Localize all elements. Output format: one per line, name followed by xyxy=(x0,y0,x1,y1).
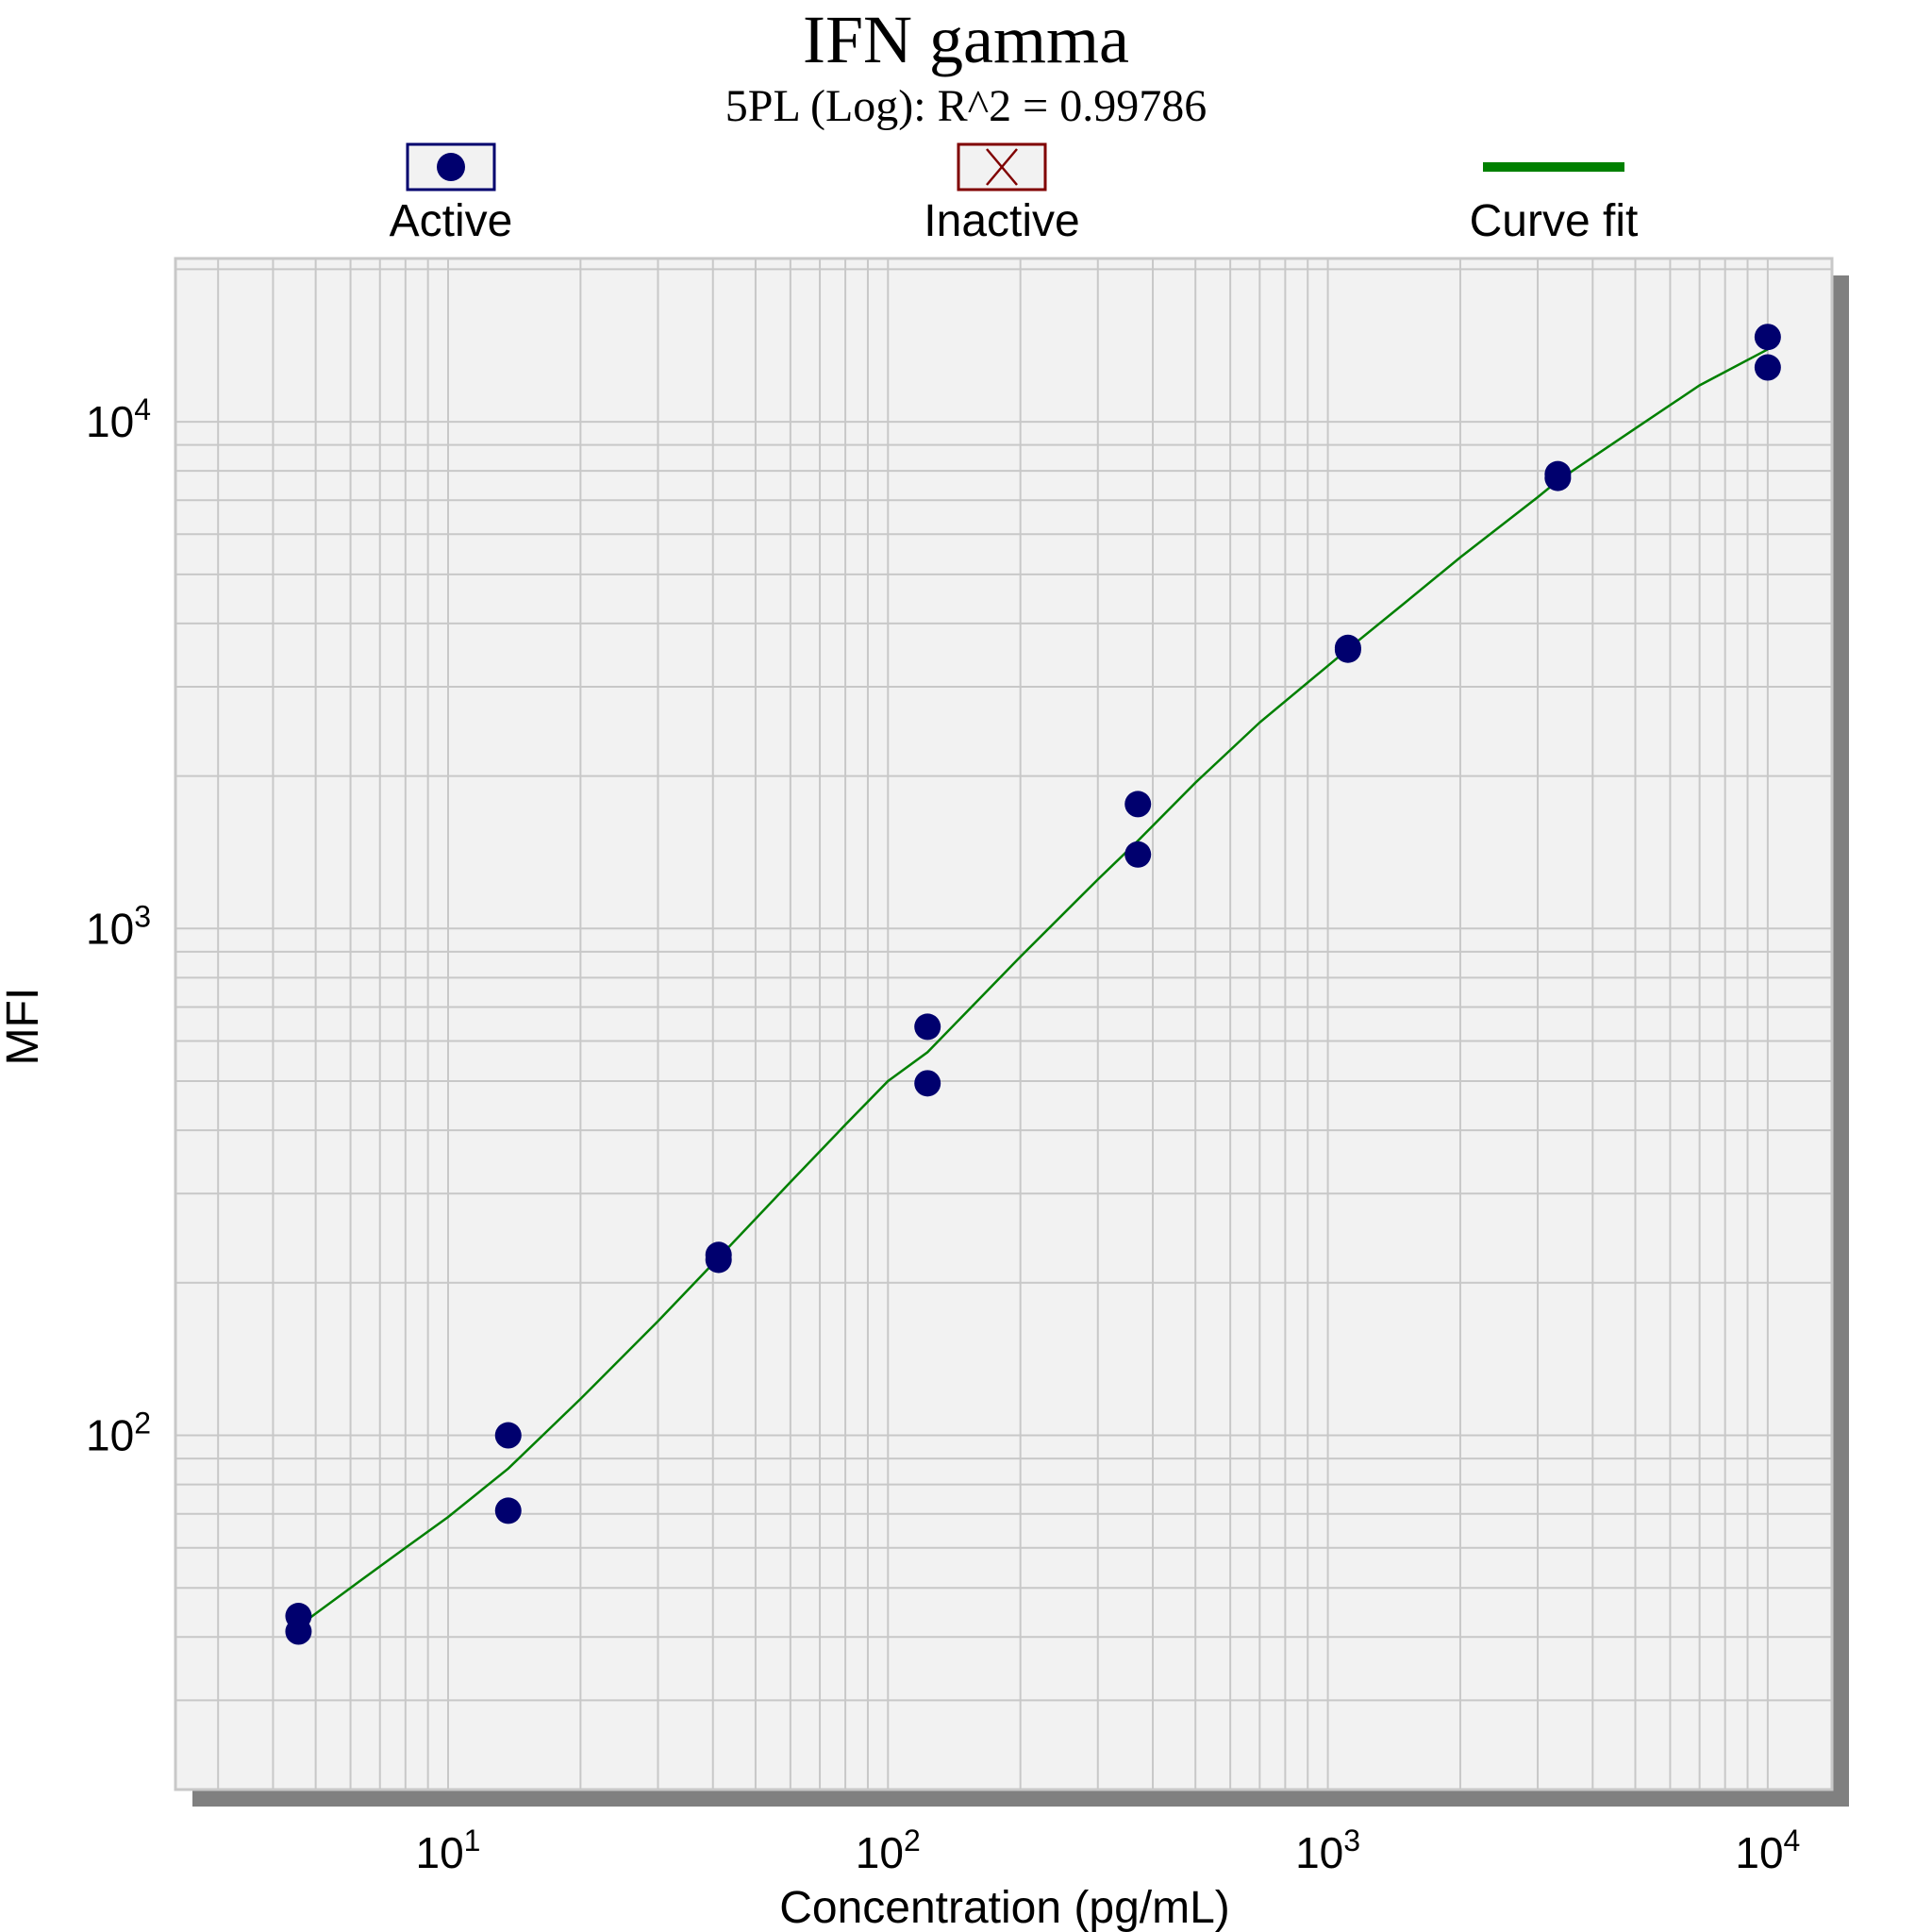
active-data-point xyxy=(494,1497,522,1524)
active-data-point xyxy=(285,1618,312,1645)
y-tick-label: 103 xyxy=(86,899,151,953)
active-data-point xyxy=(1754,324,1781,351)
active-data-point xyxy=(494,1422,522,1449)
grid xyxy=(175,258,1832,1790)
y-tick-label: 102 xyxy=(86,1407,151,1460)
x-tick-label: 102 xyxy=(856,1824,921,1877)
active-series xyxy=(285,324,1781,1645)
active-data-point xyxy=(1124,841,1152,868)
active-data-point xyxy=(914,1070,941,1097)
x-tick-label: 104 xyxy=(1735,1824,1800,1877)
chart-title: IFN gamma xyxy=(803,2,1129,77)
plot-area xyxy=(174,257,1834,1791)
legend-active-marker-box xyxy=(406,142,496,192)
legend-item-curve-fit: Curve fit xyxy=(1470,162,1639,246)
legend-inactive-x-stroke-2 xyxy=(986,148,1018,186)
y-axis-label: MFI xyxy=(0,988,48,1066)
active-data-point xyxy=(1754,354,1781,381)
legend-curve-fit-label: Curve fit xyxy=(1470,196,1639,246)
x-axis-label: Concentration (pg/mL) xyxy=(779,1883,1230,1932)
active-data-point xyxy=(1544,464,1572,491)
chart-subtitle: 5PL (Log): R^2 = 0.99786 xyxy=(725,81,1207,131)
x-tick-label: 103 xyxy=(1295,1824,1360,1877)
legend: Active Inactive Curve fit xyxy=(390,142,1639,246)
active-data-point xyxy=(1334,636,1361,663)
active-data-point xyxy=(914,1013,941,1041)
x-tick-label: 101 xyxy=(416,1824,481,1877)
curve-fit-series xyxy=(297,348,1769,1627)
legend-inactive-label: Inactive xyxy=(924,196,1079,246)
curve-fit-line xyxy=(297,348,1769,1627)
active-data-point xyxy=(705,1246,732,1274)
legend-active-marker xyxy=(437,153,465,181)
legend-item-inactive: Inactive xyxy=(924,142,1080,246)
legend-active-label: Active xyxy=(390,196,513,246)
y-tick-label: 104 xyxy=(86,392,151,446)
tick-labels: 101 102 103 104 102 103 104 xyxy=(86,392,1800,1877)
legend-item-active: Active xyxy=(390,142,513,246)
active-data-point xyxy=(1124,791,1152,818)
